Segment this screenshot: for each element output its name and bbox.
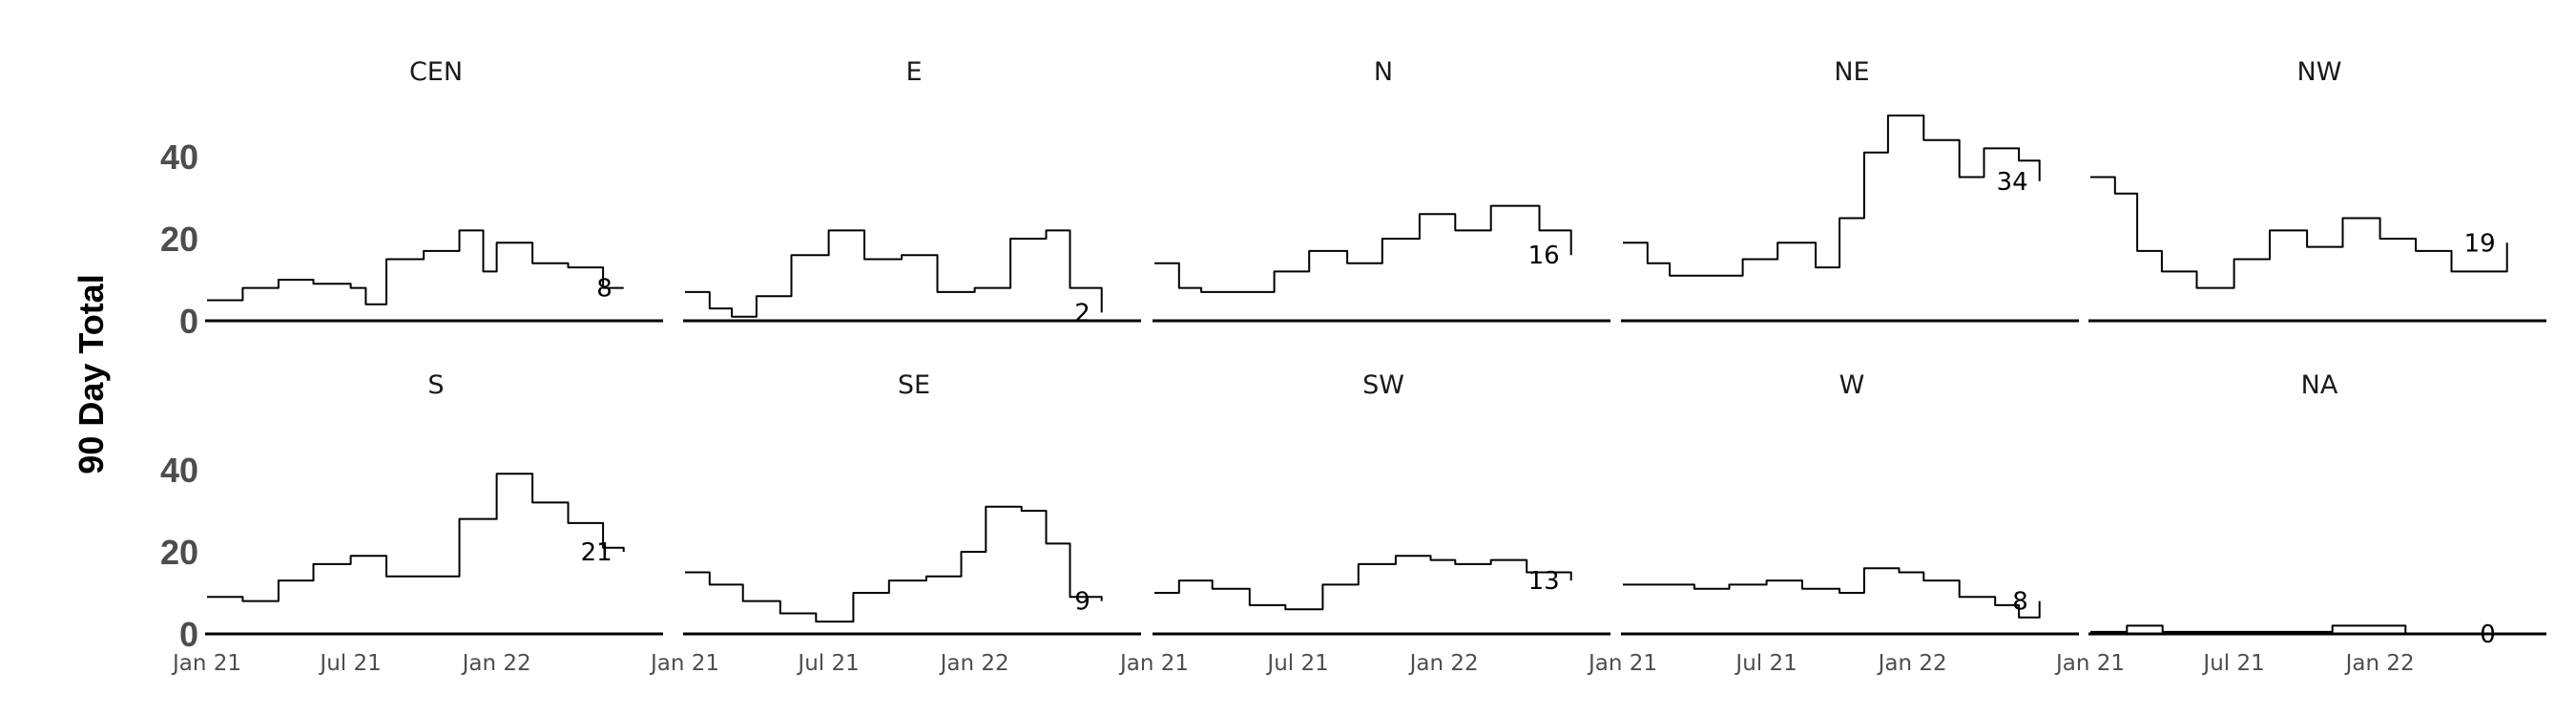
end-value-label-s: 21 — [581, 538, 613, 567]
x-tick-label: Jan 22 — [1877, 651, 1947, 676]
y-tick-label: 40 — [160, 137, 198, 177]
y-tick-label: 0 — [179, 302, 198, 341]
series-line-ne — [1623, 115, 2041, 277]
y-tick-label: 20 — [160, 220, 198, 259]
series-line-n — [1154, 204, 1572, 293]
y-tick-label: 40 — [160, 451, 198, 490]
end-value-label-e: 2 — [1074, 299, 1091, 327]
panel-title-se: SE — [898, 370, 930, 400]
panel-title-sw: SW — [1362, 370, 1404, 400]
panel-title-s: S — [427, 370, 444, 400]
series-line-nw — [2090, 176, 2508, 289]
series-line-w — [1623, 567, 2041, 619]
end-value-label-w: 8 — [2012, 588, 2028, 617]
x-tick-label: Jul 21 — [2201, 651, 2264, 676]
panel-title-cen: CEN — [409, 57, 463, 87]
panel-title-w: W — [1839, 370, 1865, 400]
x-tick-label: Jul 21 — [796, 651, 859, 676]
x-tick-label: Jan 22 — [939, 651, 1009, 676]
x-tick-label: Jan 22 — [1408, 651, 1479, 676]
x-tick-label: Jan 21 — [171, 651, 241, 676]
series-line-na — [2090, 624, 2507, 635]
panel-title-n: N — [1374, 57, 1393, 87]
series-line-cen — [207, 229, 624, 305]
panel-title-e: E — [905, 57, 922, 87]
end-value-label-sw: 13 — [1528, 567, 1560, 596]
y-axis-title: 90 Day Total — [72, 274, 111, 474]
end-value-label-se: 9 — [1074, 588, 1091, 617]
x-tick-label: Jan 21 — [1587, 651, 1657, 676]
end-value-label-na: 0 — [2480, 621, 2496, 649]
end-value-label-n: 16 — [1528, 242, 1560, 270]
end-value-label-cen: 8 — [596, 275, 613, 304]
x-tick-label: Jul 21 — [1734, 651, 1797, 676]
panel-title-nw: NW — [2297, 57, 2342, 87]
x-tick-label: Jan 21 — [1118, 651, 1189, 676]
x-tick-label: Jan 22 — [2344, 651, 2415, 676]
x-tick-label: Jan 21 — [2054, 651, 2125, 676]
x-tick-label: Jul 21 — [1265, 651, 1328, 676]
x-tick-label: Jul 21 — [318, 651, 381, 676]
series-line-sw — [1154, 555, 1572, 611]
panel-title-na: NA — [2301, 370, 2338, 400]
series-line-e — [685, 229, 1103, 318]
y-tick-label: 20 — [160, 533, 198, 572]
y-tick-label: 0 — [179, 615, 198, 654]
series-line-s — [207, 473, 625, 602]
x-tick-label: Jan 21 — [649, 651, 719, 676]
series-line-se — [685, 505, 1103, 623]
panel-title-ne: NE — [1834, 57, 1869, 87]
x-tick-label: Jan 22 — [461, 651, 531, 676]
end-value-label-nw: 19 — [2464, 229, 2496, 258]
end-value-label-ne: 34 — [1997, 168, 2028, 197]
